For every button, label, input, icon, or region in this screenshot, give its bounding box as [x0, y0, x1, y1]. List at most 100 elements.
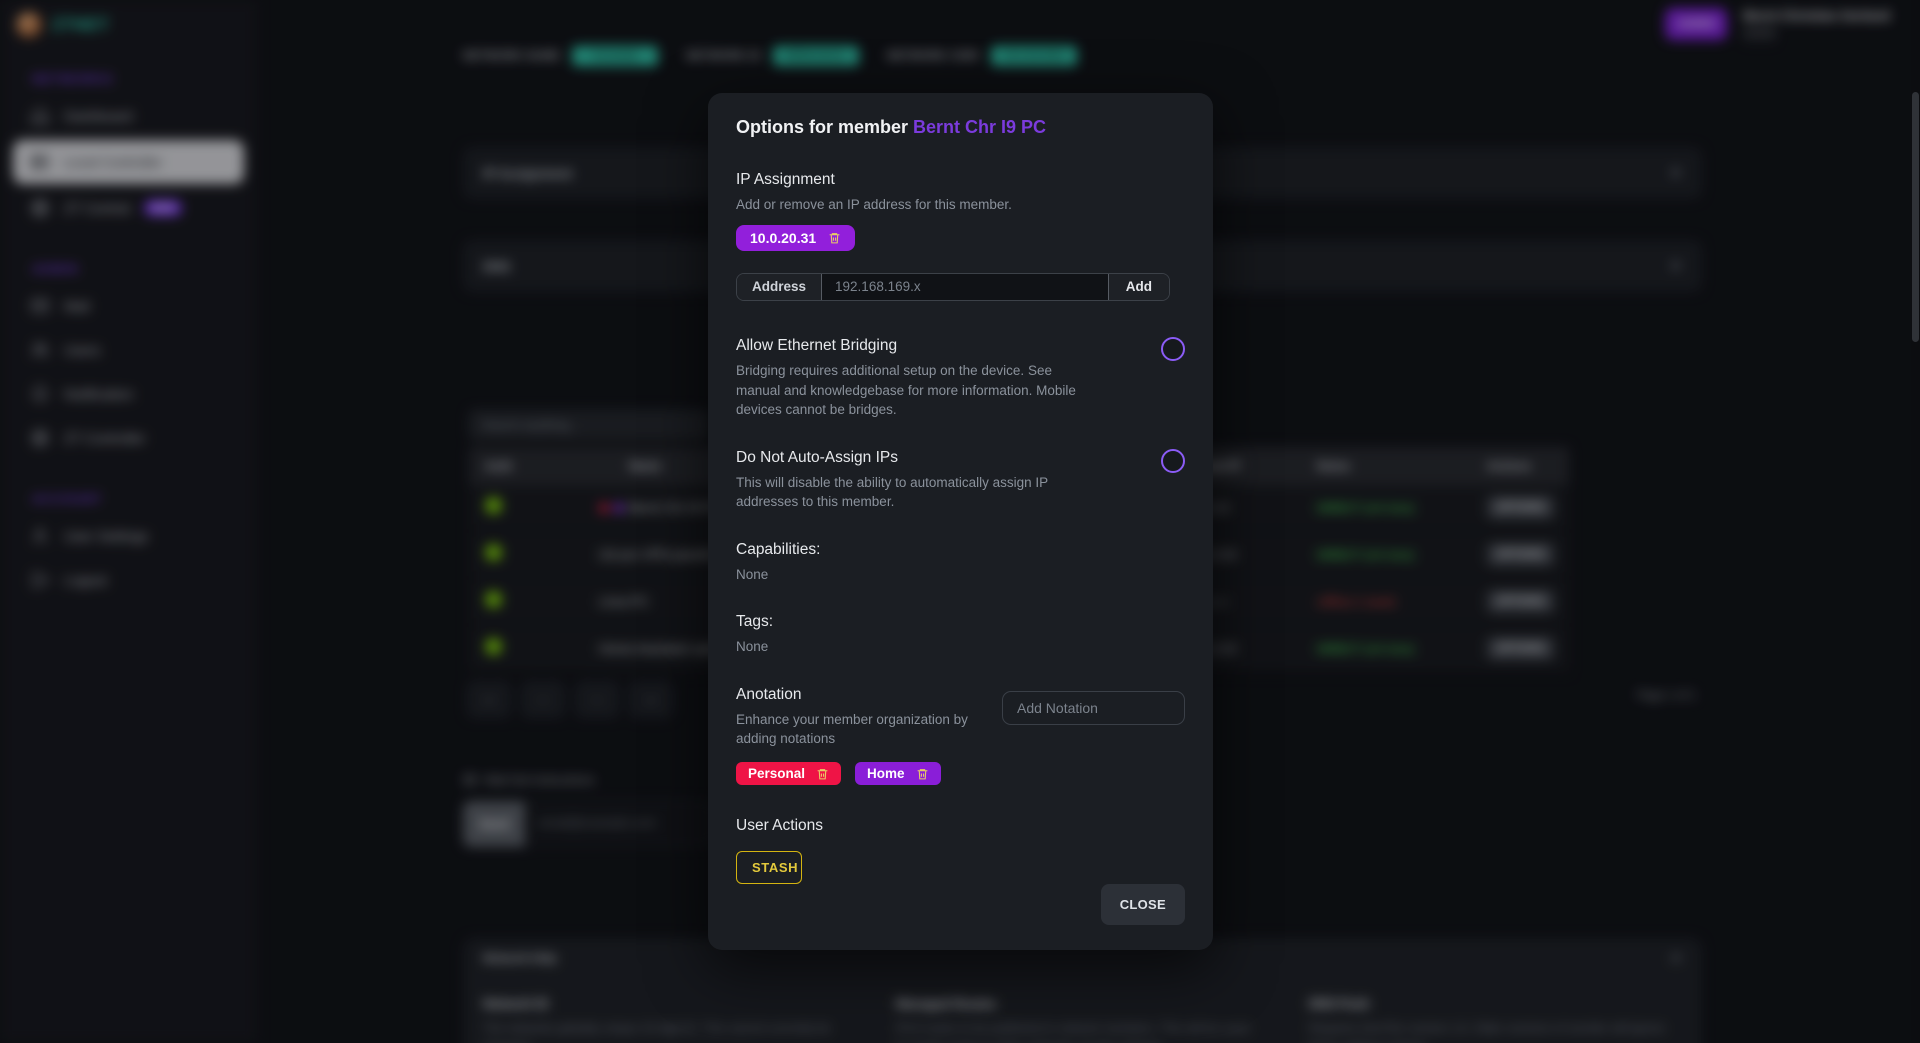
- options-button[interactable]: OPTIONS: [1487, 496, 1555, 519]
- notation-tag-personal: Personal: [736, 762, 842, 785]
- user-name: Bernt Christian Gerland: [1743, 8, 1890, 23]
- ip-assignment-description: Add or remove an IP address for this mem…: [736, 197, 1012, 212]
- help-column-managed-routes: Managed Routes IPv4 routes to be publish…: [896, 997, 1259, 1043]
- help-text: The networks globally unique 16 digit ID…: [483, 1021, 831, 1043]
- network-id-label: NETWORK ID: [686, 50, 761, 62]
- brand-name: ZTNET: [52, 15, 110, 34]
- pagination-prev-button[interactable]: ‹: [521, 681, 565, 718]
- modal-member-name: Bernt Chr I9 PC: [913, 117, 1047, 137]
- mail-input[interactable]: [525, 801, 715, 845]
- header-admin-button[interactable]: ADMIN: [1665, 8, 1728, 40]
- help-heading: Managed Routes: [896, 997, 997, 1011]
- sidebar-item-logout[interactable]: Logout: [13, 560, 244, 600]
- pagination-first-button[interactable]: «: [467, 681, 511, 718]
- notes-cell: DIRECT (v4 1ms): [1317, 641, 1414, 656]
- auth-toggle[interactable]: [485, 543, 502, 561]
- bridging-description: Bridging requires additional setup on th…: [736, 362, 1076, 418]
- scrollbar[interactable]: [1911, 0, 1920, 1043]
- options-button[interactable]: OPTIONS: [1487, 637, 1555, 660]
- sidebar-item-mail[interactable]: Mail: [13, 286, 244, 326]
- address-input[interactable]: [821, 273, 1109, 300]
- trash-icon[interactable]: [916, 767, 929, 781]
- pagination: « ‹ › »: [467, 681, 673, 718]
- users-icon: [30, 340, 50, 360]
- mail-label-text: Mail Get Instructions: [485, 773, 595, 787]
- user-icon: [30, 526, 50, 546]
- member-name-cell: Lima PC: [599, 594, 649, 609]
- network-id-badge: 8056c2e21c: [772, 46, 859, 66]
- home-icon: [30, 106, 50, 126]
- assigned-ip: 10.0.20.31: [750, 229, 817, 246]
- help-title: Network Help: [483, 952, 557, 965]
- close-modal-button[interactable]: CLOSE: [1100, 884, 1185, 925]
- sidebar-item-notification[interactable]: Notification: [13, 374, 244, 414]
- capabilities-block: Capabilities: None: [736, 541, 1185, 585]
- bridging-checkbox[interactable]: [1161, 336, 1185, 361]
- no-auto-assign-block: Do Not Auto-Assign IPs This will disable…: [736, 448, 1185, 512]
- notes-cell: offline 1 week: [1317, 594, 1396, 609]
- header-user-block: ADMIN Bernt Christian Gerland ADMIN: [1665, 8, 1890, 42]
- send-mail-button[interactable]: Send: [463, 801, 525, 847]
- help-heading: DNS Push: [1309, 997, 1370, 1011]
- red-dot-icon: [599, 502, 609, 513]
- close-icon[interactable]: ✕: [1670, 950, 1682, 966]
- sidebar-item-dashboard[interactable]: Dashboard: [13, 96, 244, 136]
- auth-toggle[interactable]: [485, 590, 502, 608]
- close-icon[interactable]: ✕: [1669, 258, 1682, 275]
- network-info-bar: NETWORK NAME homelab NETWORK ID 8056c2e2…: [463, 46, 1077, 66]
- options-button[interactable]: OPTIONS: [1487, 590, 1555, 613]
- trash-icon[interactable]: [816, 767, 829, 781]
- sidebar-item-zt-controller[interactable]: ZT Controller: [13, 418, 244, 458]
- mail-icon: [463, 773, 477, 787]
- mail-instructions-label: Mail Get Instructions: [463, 773, 594, 787]
- header-user[interactable]: Bernt Christian Gerland ADMIN: [1743, 8, 1890, 42]
- assigned-ip-badge: 10.0.20.31: [736, 224, 856, 251]
- column-actions: Actions: [1487, 459, 1532, 473]
- sidebar-section-networks: NETWORKS Dashboard Local Controller ZT C…: [0, 72, 257, 228]
- sidebar-item-local-controller[interactable]: Local Controller: [13, 140, 244, 184]
- network-cidr-pair: NETWORK CIDR 10.0.20.0/24: [887, 46, 1077, 66]
- notation-tag-label: Home: [867, 766, 905, 781]
- member-options-modal: Options for member Bernt Chr I9 PC IP As…: [708, 93, 1213, 950]
- sidebar-item-label: ZT Central: [64, 200, 130, 216]
- sidebar-item-users[interactable]: Users: [13, 330, 244, 370]
- no-auto-assign-description: This will disable the ability to automat…: [736, 474, 1048, 510]
- server-icon: [30, 152, 50, 172]
- sidebar-section-label: NETWORKS: [32, 72, 114, 86]
- notation-tag-label: Personal: [748, 766, 806, 781]
- sidebar-item-label: Notification: [64, 386, 134, 402]
- member-name: Bernt Chr I9 PC: [629, 500, 721, 515]
- sidebar-item-user-settings[interactable]: User Settings: [13, 516, 244, 556]
- auth-toggle[interactable]: [485, 637, 502, 655]
- close-icon[interactable]: ✕: [1669, 165, 1682, 182]
- search-input[interactable]: [469, 410, 709, 440]
- no-auto-assign-checkbox[interactable]: [1161, 448, 1185, 473]
- add-notation-input[interactable]: [1002, 690, 1185, 725]
- network-cidr-label: NETWORK CIDR: [886, 50, 979, 62]
- brand: ZTNET: [0, 0, 257, 38]
- globe-icon: [30, 198, 50, 218]
- scrollbar-thumb[interactable]: [1912, 92, 1919, 342]
- network-name-badge: homelab: [572, 46, 659, 66]
- sidebar-item-label: Local Controller: [64, 154, 163, 170]
- stash-button[interactable]: STASH: [736, 851, 802, 884]
- logout-icon: [30, 570, 50, 590]
- network-name-pair: NETWORK NAME homelab: [463, 46, 659, 66]
- sidebar: ZTNET NETWORKS Dashboard Local Controlle…: [0, 0, 257, 1043]
- pagination-last-button[interactable]: »: [629, 681, 673, 718]
- mail-invite-group: Send: [463, 801, 715, 847]
- add-ip-button[interactable]: Add: [1108, 273, 1169, 300]
- sidebar-item-zt-central[interactable]: ZT Central NEW: [13, 188, 244, 228]
- auth-toggle[interactable]: [485, 496, 502, 514]
- user-role: ADMIN: [1743, 28, 1776, 42]
- sidebar-section-label: ACCOUNT: [32, 492, 103, 506]
- pagination-next-button[interactable]: ›: [575, 681, 619, 718]
- trash-icon[interactable]: [828, 231, 841, 245]
- options-button[interactable]: OPTIONS: [1487, 543, 1555, 566]
- help-heading: Network ID: [483, 997, 549, 1011]
- sidebar-item-label: Mail: [64, 298, 90, 314]
- page-info: Page 1 of 1: [1637, 690, 1696, 702]
- mail-icon: [30, 296, 50, 316]
